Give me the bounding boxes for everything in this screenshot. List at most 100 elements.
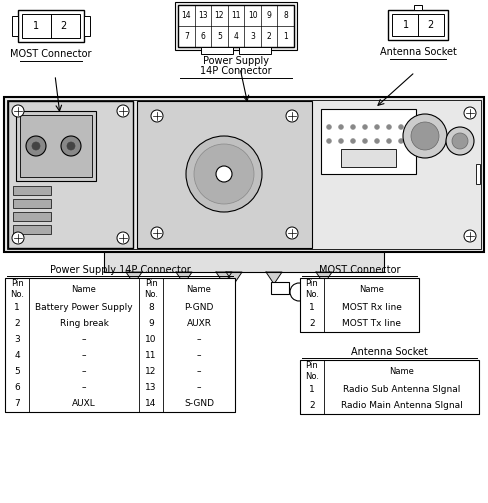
Text: –: – — [82, 383, 86, 392]
Bar — [392, 14, 444, 36]
Bar — [178, 5, 294, 47]
Text: 13: 13 — [198, 11, 208, 20]
Circle shape — [350, 138, 355, 143]
Circle shape — [411, 122, 439, 150]
Bar — [5, 278, 235, 412]
Bar — [476, 164, 480, 184]
Text: 3: 3 — [14, 336, 20, 345]
Text: Power Supply: Power Supply — [203, 56, 269, 66]
Text: Antenna Socket: Antenna Socket — [380, 47, 456, 57]
Circle shape — [67, 142, 75, 150]
Text: –: – — [82, 336, 86, 345]
Bar — [414, 5, 422, 10]
Text: 6: 6 — [14, 383, 20, 392]
Text: 1: 1 — [14, 303, 20, 312]
Bar — [22, 14, 80, 38]
Text: 13: 13 — [145, 383, 157, 392]
Text: 10: 10 — [145, 336, 157, 345]
Text: –: – — [82, 352, 86, 361]
Bar — [175, 2, 297, 50]
Bar — [266, 105, 274, 244]
Text: Pin
No.: Pin No. — [144, 279, 158, 299]
Text: AUXR: AUXR — [186, 319, 211, 328]
Text: 8: 8 — [148, 303, 154, 312]
Bar — [388, 10, 448, 40]
Circle shape — [363, 125, 367, 129]
Text: 6: 6 — [201, 32, 205, 41]
Circle shape — [464, 230, 476, 242]
Circle shape — [339, 125, 344, 129]
Circle shape — [374, 125, 380, 129]
Bar — [137, 101, 312, 248]
Polygon shape — [176, 272, 192, 284]
Circle shape — [180, 283, 198, 301]
Text: Name: Name — [72, 285, 97, 293]
Bar — [214, 105, 222, 244]
Circle shape — [26, 136, 46, 156]
Bar — [13, 199, 51, 208]
Bar — [300, 360, 479, 414]
Bar — [172, 105, 180, 244]
Text: 7: 7 — [184, 32, 189, 41]
Bar — [271, 282, 289, 294]
Bar — [193, 105, 201, 244]
Bar — [20, 115, 92, 177]
Bar — [7, 100, 481, 249]
Polygon shape — [216, 272, 232, 284]
Text: 8: 8 — [284, 11, 288, 20]
Circle shape — [386, 125, 391, 129]
Bar — [240, 47, 271, 54]
Text: 12: 12 — [215, 11, 224, 20]
Polygon shape — [126, 272, 142, 284]
Text: 2: 2 — [427, 20, 433, 30]
Text: 4: 4 — [14, 352, 20, 361]
Circle shape — [286, 227, 298, 239]
Bar — [104, 252, 384, 272]
Text: 11: 11 — [231, 11, 241, 20]
Text: Name: Name — [359, 285, 384, 293]
Text: MOST Connector: MOST Connector — [319, 265, 400, 275]
Text: 2: 2 — [309, 401, 315, 410]
Bar — [13, 225, 51, 234]
Circle shape — [374, 138, 380, 143]
Text: Name: Name — [389, 367, 414, 376]
Circle shape — [464, 107, 476, 119]
Bar — [8, 101, 133, 248]
Text: 7: 7 — [14, 399, 20, 408]
Polygon shape — [266, 272, 282, 284]
Bar — [199, 282, 217, 294]
Text: –: – — [197, 336, 201, 345]
Bar — [201, 47, 232, 54]
Text: Name: Name — [186, 285, 211, 293]
Polygon shape — [316, 272, 332, 284]
Text: 1: 1 — [34, 21, 40, 31]
Text: 3: 3 — [250, 32, 255, 41]
Text: 1: 1 — [284, 32, 288, 41]
Bar — [4, 97, 484, 252]
Text: MOST Rx line: MOST Rx line — [342, 303, 402, 312]
Bar — [235, 105, 242, 244]
Text: 10: 10 — [248, 11, 257, 20]
Bar — [162, 105, 169, 244]
Circle shape — [399, 138, 404, 143]
Text: AUXL: AUXL — [72, 399, 96, 408]
Circle shape — [151, 227, 163, 239]
Text: Power Supply 14P Connector: Power Supply 14P Connector — [50, 265, 190, 275]
Text: 14: 14 — [145, 399, 157, 408]
Text: 2: 2 — [60, 21, 66, 31]
Circle shape — [186, 136, 262, 212]
Circle shape — [325, 283, 343, 301]
Bar — [141, 105, 148, 244]
Circle shape — [326, 138, 331, 143]
Text: Battery Power Supply: Battery Power Supply — [35, 303, 133, 312]
Circle shape — [61, 136, 81, 156]
Circle shape — [12, 105, 24, 117]
Text: 2: 2 — [309, 319, 315, 328]
Bar — [298, 105, 305, 244]
Text: 1: 1 — [403, 20, 409, 30]
Bar — [341, 149, 396, 167]
Text: P-GND: P-GND — [184, 303, 214, 312]
Text: 4: 4 — [234, 32, 239, 41]
Text: Pin
No.: Pin No. — [10, 279, 24, 299]
Bar — [84, 17, 90, 36]
